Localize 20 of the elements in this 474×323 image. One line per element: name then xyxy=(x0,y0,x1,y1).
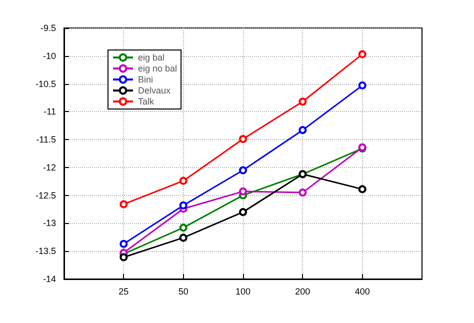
x-tick-label: 25 xyxy=(118,286,129,296)
x-tick-label: 100 xyxy=(235,286,251,296)
legend-label: Talk xyxy=(138,96,155,106)
legend-label: Delvaux xyxy=(138,86,172,96)
y-tick-label: -10 xyxy=(42,50,56,61)
legend-label: eig bal xyxy=(138,52,165,62)
x-tick-label: 50 xyxy=(178,286,188,296)
x-tick-label: 200 xyxy=(295,286,310,296)
y-tick-label: -11 xyxy=(44,106,56,117)
y-tick-label: -12.5 xyxy=(35,190,56,200)
legend-label: Bini xyxy=(138,74,154,84)
y-tick-label: -13 xyxy=(42,218,56,228)
legend-label: eig no bal xyxy=(138,64,178,74)
x-tick-label: 400 xyxy=(354,286,370,296)
y-tick-label: -9.5 xyxy=(40,23,56,33)
y-tick-label: -13.5 xyxy=(35,246,56,256)
y-tick-label: -14 xyxy=(42,274,56,284)
y-tick-label: -11.5 xyxy=(36,134,56,145)
y-tick-label: -12 xyxy=(42,162,56,172)
y-tick-label: -10.5 xyxy=(35,78,56,89)
